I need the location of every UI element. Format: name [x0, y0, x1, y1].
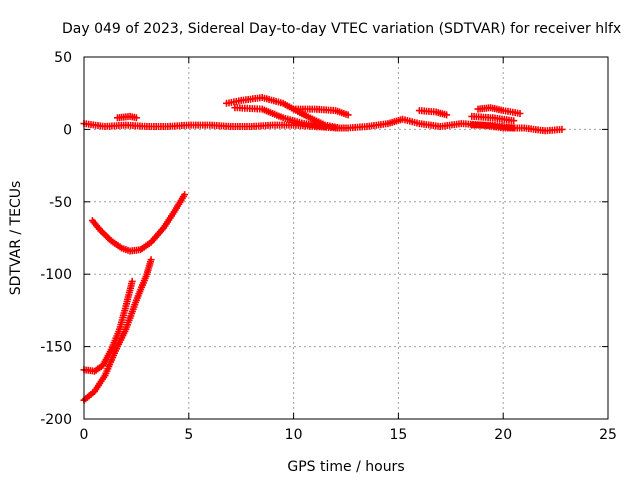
series-markers: [114, 112, 140, 122]
plot-frame: [83, 56, 609, 420]
y-tick-label: -200: [40, 412, 72, 428]
data-series: [231, 104, 329, 130]
data-series: [468, 112, 518, 125]
data-series: [468, 121, 518, 132]
data-series: [114, 112, 140, 122]
y-tick-label: 0: [63, 122, 72, 138]
x-tick-label: 15: [389, 427, 407, 443]
data-series: [88, 191, 189, 255]
data-series: [290, 105, 352, 119]
x-tick-label: 25: [599, 427, 617, 443]
series-markers: [344, 115, 566, 135]
series-markers: [474, 104, 524, 117]
y-tick-label: 50: [54, 50, 72, 66]
y-tick-label: -100: [40, 267, 72, 283]
data-series: [223, 94, 344, 132]
data-series: [344, 115, 566, 135]
x-tick-label: 5: [184, 427, 193, 443]
x-axis-label: GPS time / hours: [287, 459, 404, 475]
chart-title: Day 049 of 2023, Sidereal Day-to-day VTE…: [62, 21, 621, 37]
x-tick-label: 0: [80, 427, 89, 443]
y-axis-label: SDTVAR / TECUs: [8, 181, 24, 296]
axis-ticks: 0 5 10 15 20 25 -200 -150 -100 -50 0 50: [40, 50, 617, 443]
x-tick-label: 10: [285, 427, 303, 443]
series-markers: [468, 121, 518, 132]
y-tick-label: -150: [40, 340, 72, 356]
series-markers: [88, 191, 189, 255]
x-tick-label: 20: [494, 427, 512, 443]
series-markers: [290, 105, 352, 119]
y-tick-label: -50: [49, 195, 72, 211]
data-marks: [80, 94, 566, 404]
series-markers: [231, 104, 329, 130]
series-markers: [223, 94, 344, 132]
series-markers: [468, 112, 518, 125]
data-series: [415, 107, 451, 119]
data-series: [474, 104, 524, 117]
series-markers: [415, 107, 451, 119]
